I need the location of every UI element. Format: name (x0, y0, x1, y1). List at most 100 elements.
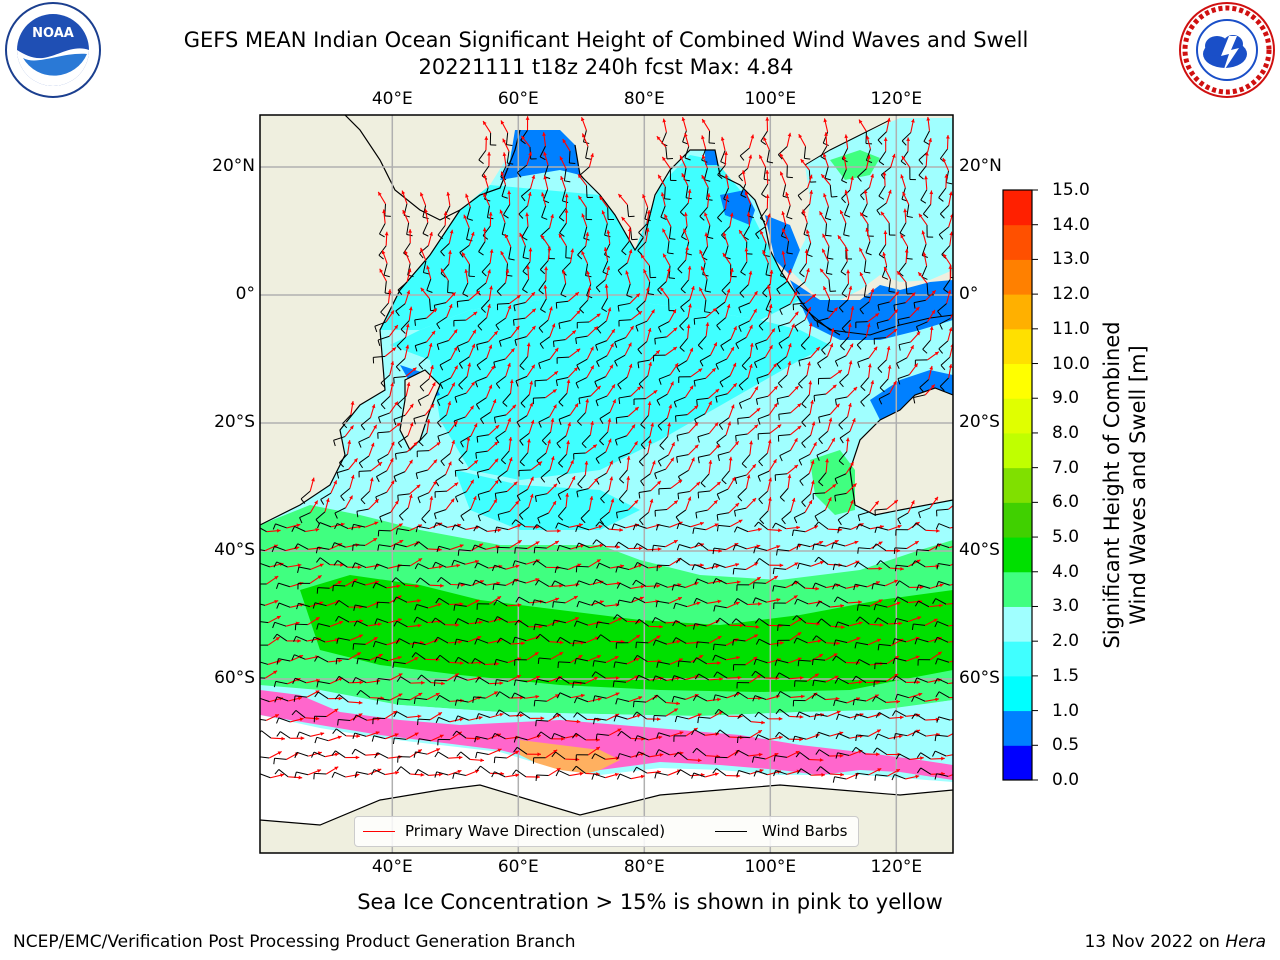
wind-barb (540, 298, 547, 310)
wind-barb (755, 597, 767, 603)
wind-barb-flag (876, 560, 881, 566)
wind-barb (758, 711, 769, 720)
wind-barb-flag (765, 309, 772, 313)
wind-barb (298, 566, 311, 570)
wave-arrow-head (754, 386, 758, 391)
wind-barb-flag (396, 676, 401, 682)
wind-barb-flag (297, 566, 300, 573)
wave-arrow-head (852, 418, 856, 423)
wind-barb-flag (276, 731, 281, 737)
wind-barb (918, 600, 930, 608)
wind-barb-flag (874, 617, 879, 624)
wind-barb (522, 261, 531, 272)
wind-barb-flag (712, 644, 715, 651)
wave-arrow-head (729, 268, 734, 272)
wind-barb (935, 734, 948, 737)
wave-arrow-head (800, 694, 805, 699)
wind-barb (820, 145, 828, 157)
wave-arrow-head (948, 327, 953, 332)
wind-barb-flag (721, 479, 727, 485)
wave-arrow-head (462, 252, 466, 257)
wave-arrow-head (443, 211, 448, 215)
wind-barb (515, 679, 528, 683)
wind-barb (678, 469, 689, 478)
wave-arrow-head (635, 657, 640, 662)
wind-barb (837, 677, 849, 685)
wave-arrow-head (561, 736, 565, 741)
wind-barb (457, 656, 469, 664)
wind-barb-flag (474, 618, 478, 625)
wind-barb-flag (797, 563, 800, 570)
wind-barb-flag (314, 737, 318, 744)
wind-barb-flag (554, 566, 558, 573)
wind-barb (657, 281, 667, 291)
wind-barb (801, 434, 812, 444)
wave-arrow-head (850, 306, 855, 310)
wind-barb (777, 549, 790, 552)
wave-arrow-head (835, 403, 840, 408)
wind-barb-flag (939, 386, 945, 392)
wind-barb-flag (522, 289, 528, 294)
wave-arrow-head (334, 766, 339, 771)
wave-arrow (947, 733, 953, 737)
wind-barb-flag (371, 769, 375, 776)
wind-barb (617, 262, 628, 271)
lat-label-right: 40°S (959, 540, 1000, 560)
wind-barb (677, 491, 690, 494)
wind-barb-flag (451, 559, 455, 566)
wind-barb-flag (459, 252, 464, 258)
wind-barb (380, 374, 391, 384)
wind-barb (417, 769, 429, 776)
wind-barb-flag (460, 515, 465, 522)
wind-barb-flag (932, 750, 936, 757)
mid-ocean-band (455, 470, 640, 530)
wind-barb-flag (417, 400, 422, 406)
wind-barb (835, 655, 847, 664)
wind-barb (758, 638, 771, 645)
wind-barb-flag (697, 717, 700, 724)
wind-barb (801, 394, 810, 405)
wind-barb (459, 582, 471, 587)
wave-arrow-head (819, 540, 824, 545)
wind-barb (897, 512, 909, 520)
wave-arrow-head (855, 560, 860, 565)
wind-barb (557, 522, 570, 528)
wind-barb-flag (652, 694, 658, 700)
wave-arrow-head (767, 439, 772, 444)
wind-barb (468, 264, 470, 277)
wind-barb-flag (613, 661, 616, 668)
wave-arrow-head (596, 737, 600, 742)
wind-barb (418, 718, 431, 721)
wave-arrow-head (582, 133, 586, 138)
wind-barb (538, 319, 549, 329)
wind-barb-flag (635, 618, 640, 625)
wind-barb (317, 655, 329, 663)
wave-arrow-head (949, 231, 953, 236)
wave-arrow-head (897, 271, 901, 276)
wave-arrow-head (378, 653, 383, 658)
wind-barb (717, 488, 729, 495)
wind-barb (440, 453, 451, 462)
colorbar-segment (1003, 294, 1032, 330)
wind-barb-flag (658, 326, 662, 333)
wind-barb-flag (537, 517, 541, 524)
wind-barb-flag (414, 769, 419, 775)
wind-barb-flag (395, 366, 401, 372)
wind-barb-flag (767, 161, 774, 164)
wave-arrow-head (509, 379, 514, 384)
wind-barb-flag (558, 401, 564, 407)
map-content (260, 115, 953, 853)
wave-arrow-head (538, 461, 543, 466)
wind-barb-flag (551, 751, 556, 758)
wind-barb-flag (477, 515, 481, 522)
wind-barb (914, 713, 926, 721)
wind-barb (699, 354, 711, 362)
wave-arrow-head (573, 367, 578, 372)
wind-barb-flag (675, 557, 681, 564)
wave-arrow-head (626, 456, 631, 460)
wind-barb-flag (358, 441, 362, 448)
wave-arrow-head (390, 361, 395, 366)
wave-arrow-head (836, 710, 841, 715)
wave-arrow-head (658, 174, 662, 179)
colorbar-segment (1003, 328, 1032, 365)
